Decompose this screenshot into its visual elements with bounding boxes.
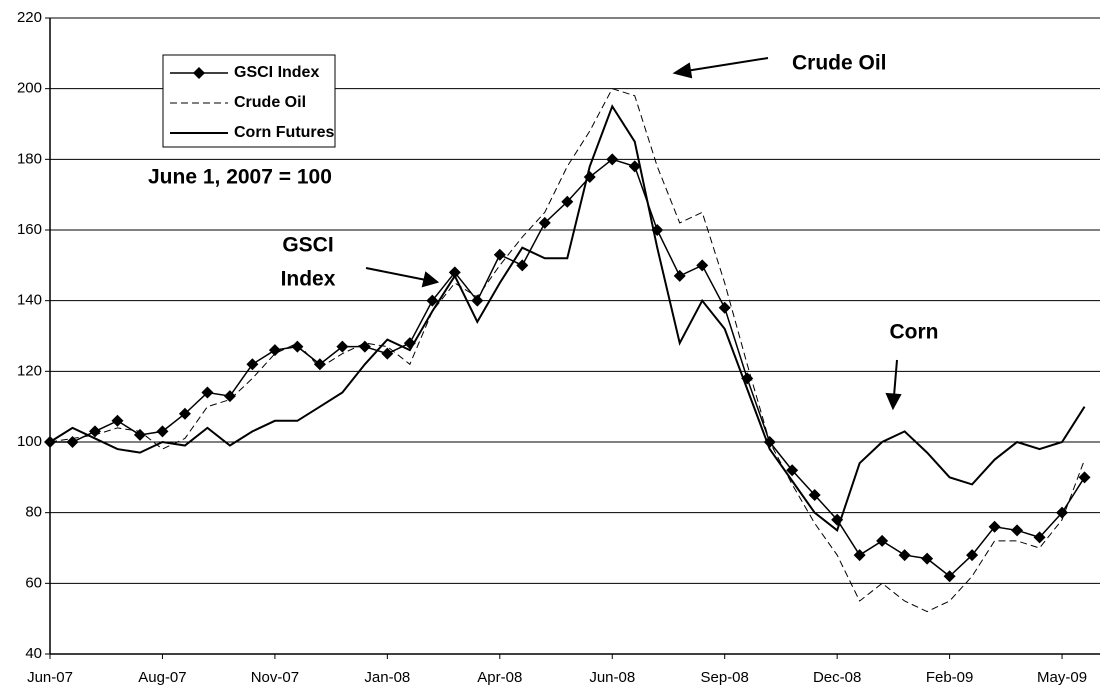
arrowhead (885, 392, 902, 411)
x-tick-label: May-09 (1037, 669, 1087, 686)
subtitle: June 1, 2007 = 100 (148, 166, 332, 189)
y-tick-label: 200 (17, 80, 42, 97)
y-tick-label: 80 (25, 504, 42, 521)
x-tick-label: Nov-07 (251, 669, 299, 686)
annotation: GSCI (282, 234, 333, 257)
series-line (50, 158, 1086, 578)
x-tick-label: Aug-07 (138, 669, 186, 686)
y-tick-label: 160 (17, 221, 42, 238)
marker (516, 259, 529, 272)
marker (358, 340, 371, 353)
series-line (49, 88, 1086, 613)
marker (471, 294, 484, 307)
marker (493, 248, 506, 261)
marker (853, 549, 866, 562)
plot (44, 88, 1091, 613)
marker (988, 520, 1001, 533)
y-tick-label: 120 (17, 362, 42, 379)
marker (178, 407, 191, 420)
arrowhead (421, 271, 440, 288)
legend-label: Corn Futures (234, 124, 335, 141)
y-tick-label: 60 (25, 574, 42, 591)
x-tick-label: Jun-08 (589, 669, 635, 686)
y-tick-label: 180 (17, 150, 42, 167)
marker (606, 153, 619, 166)
marker (1078, 471, 1091, 484)
marker (718, 301, 731, 314)
annotation: Crude Oil (792, 52, 887, 75)
marker (561, 195, 574, 208)
marker (268, 344, 281, 357)
marker (66, 436, 79, 448)
marker (898, 549, 911, 562)
marker (966, 549, 979, 562)
marker (673, 269, 686, 282)
arrowhead (672, 62, 693, 79)
y-tick-label: 40 (25, 645, 42, 662)
arrow (365, 267, 427, 281)
annotation: Index (281, 268, 336, 291)
marker (1033, 531, 1046, 544)
arrow (685, 57, 769, 72)
legend-label: Crude Oil (234, 94, 306, 111)
x-tick-label: Jun-07 (27, 669, 73, 686)
x-tick-label: Dec-08 (813, 669, 861, 686)
y-tick-label: 220 (17, 9, 42, 26)
legend-label: GSCI Index (234, 64, 319, 81)
marker (223, 390, 236, 403)
y-tick-label: 140 (17, 292, 42, 309)
marker (246, 358, 259, 371)
marker (313, 358, 326, 371)
marker (133, 428, 146, 441)
x-tick-label: Feb-09 (926, 669, 974, 686)
marker (111, 414, 124, 427)
y-tick-label: 100 (17, 433, 42, 450)
marker (426, 294, 439, 307)
marker (336, 340, 349, 353)
x-tick-label: Sep-08 (701, 669, 749, 686)
legend-box (162, 54, 336, 148)
marker (381, 347, 394, 360)
marker (628, 160, 641, 173)
marker (921, 552, 934, 565)
marker (696, 259, 709, 272)
marker (943, 570, 956, 583)
marker (1011, 524, 1024, 537)
series-line (49, 104, 1086, 532)
marker (808, 489, 821, 501)
marker (448, 266, 461, 279)
legend-marker (193, 67, 205, 79)
arrows (365, 57, 902, 411)
legend: GSCI Index Crude Oil Corn Futures (170, 64, 335, 141)
x-tick-label: Apr-08 (477, 669, 522, 686)
marker (538, 216, 551, 229)
marker (156, 425, 169, 438)
arrow (893, 359, 898, 397)
x-tick-label: Jan-08 (364, 669, 410, 686)
marker (291, 340, 304, 353)
marker (876, 534, 889, 547)
marker (201, 386, 214, 399)
marker (786, 464, 799, 477)
annotation: Corn (890, 321, 939, 344)
marker (1056, 506, 1069, 519)
